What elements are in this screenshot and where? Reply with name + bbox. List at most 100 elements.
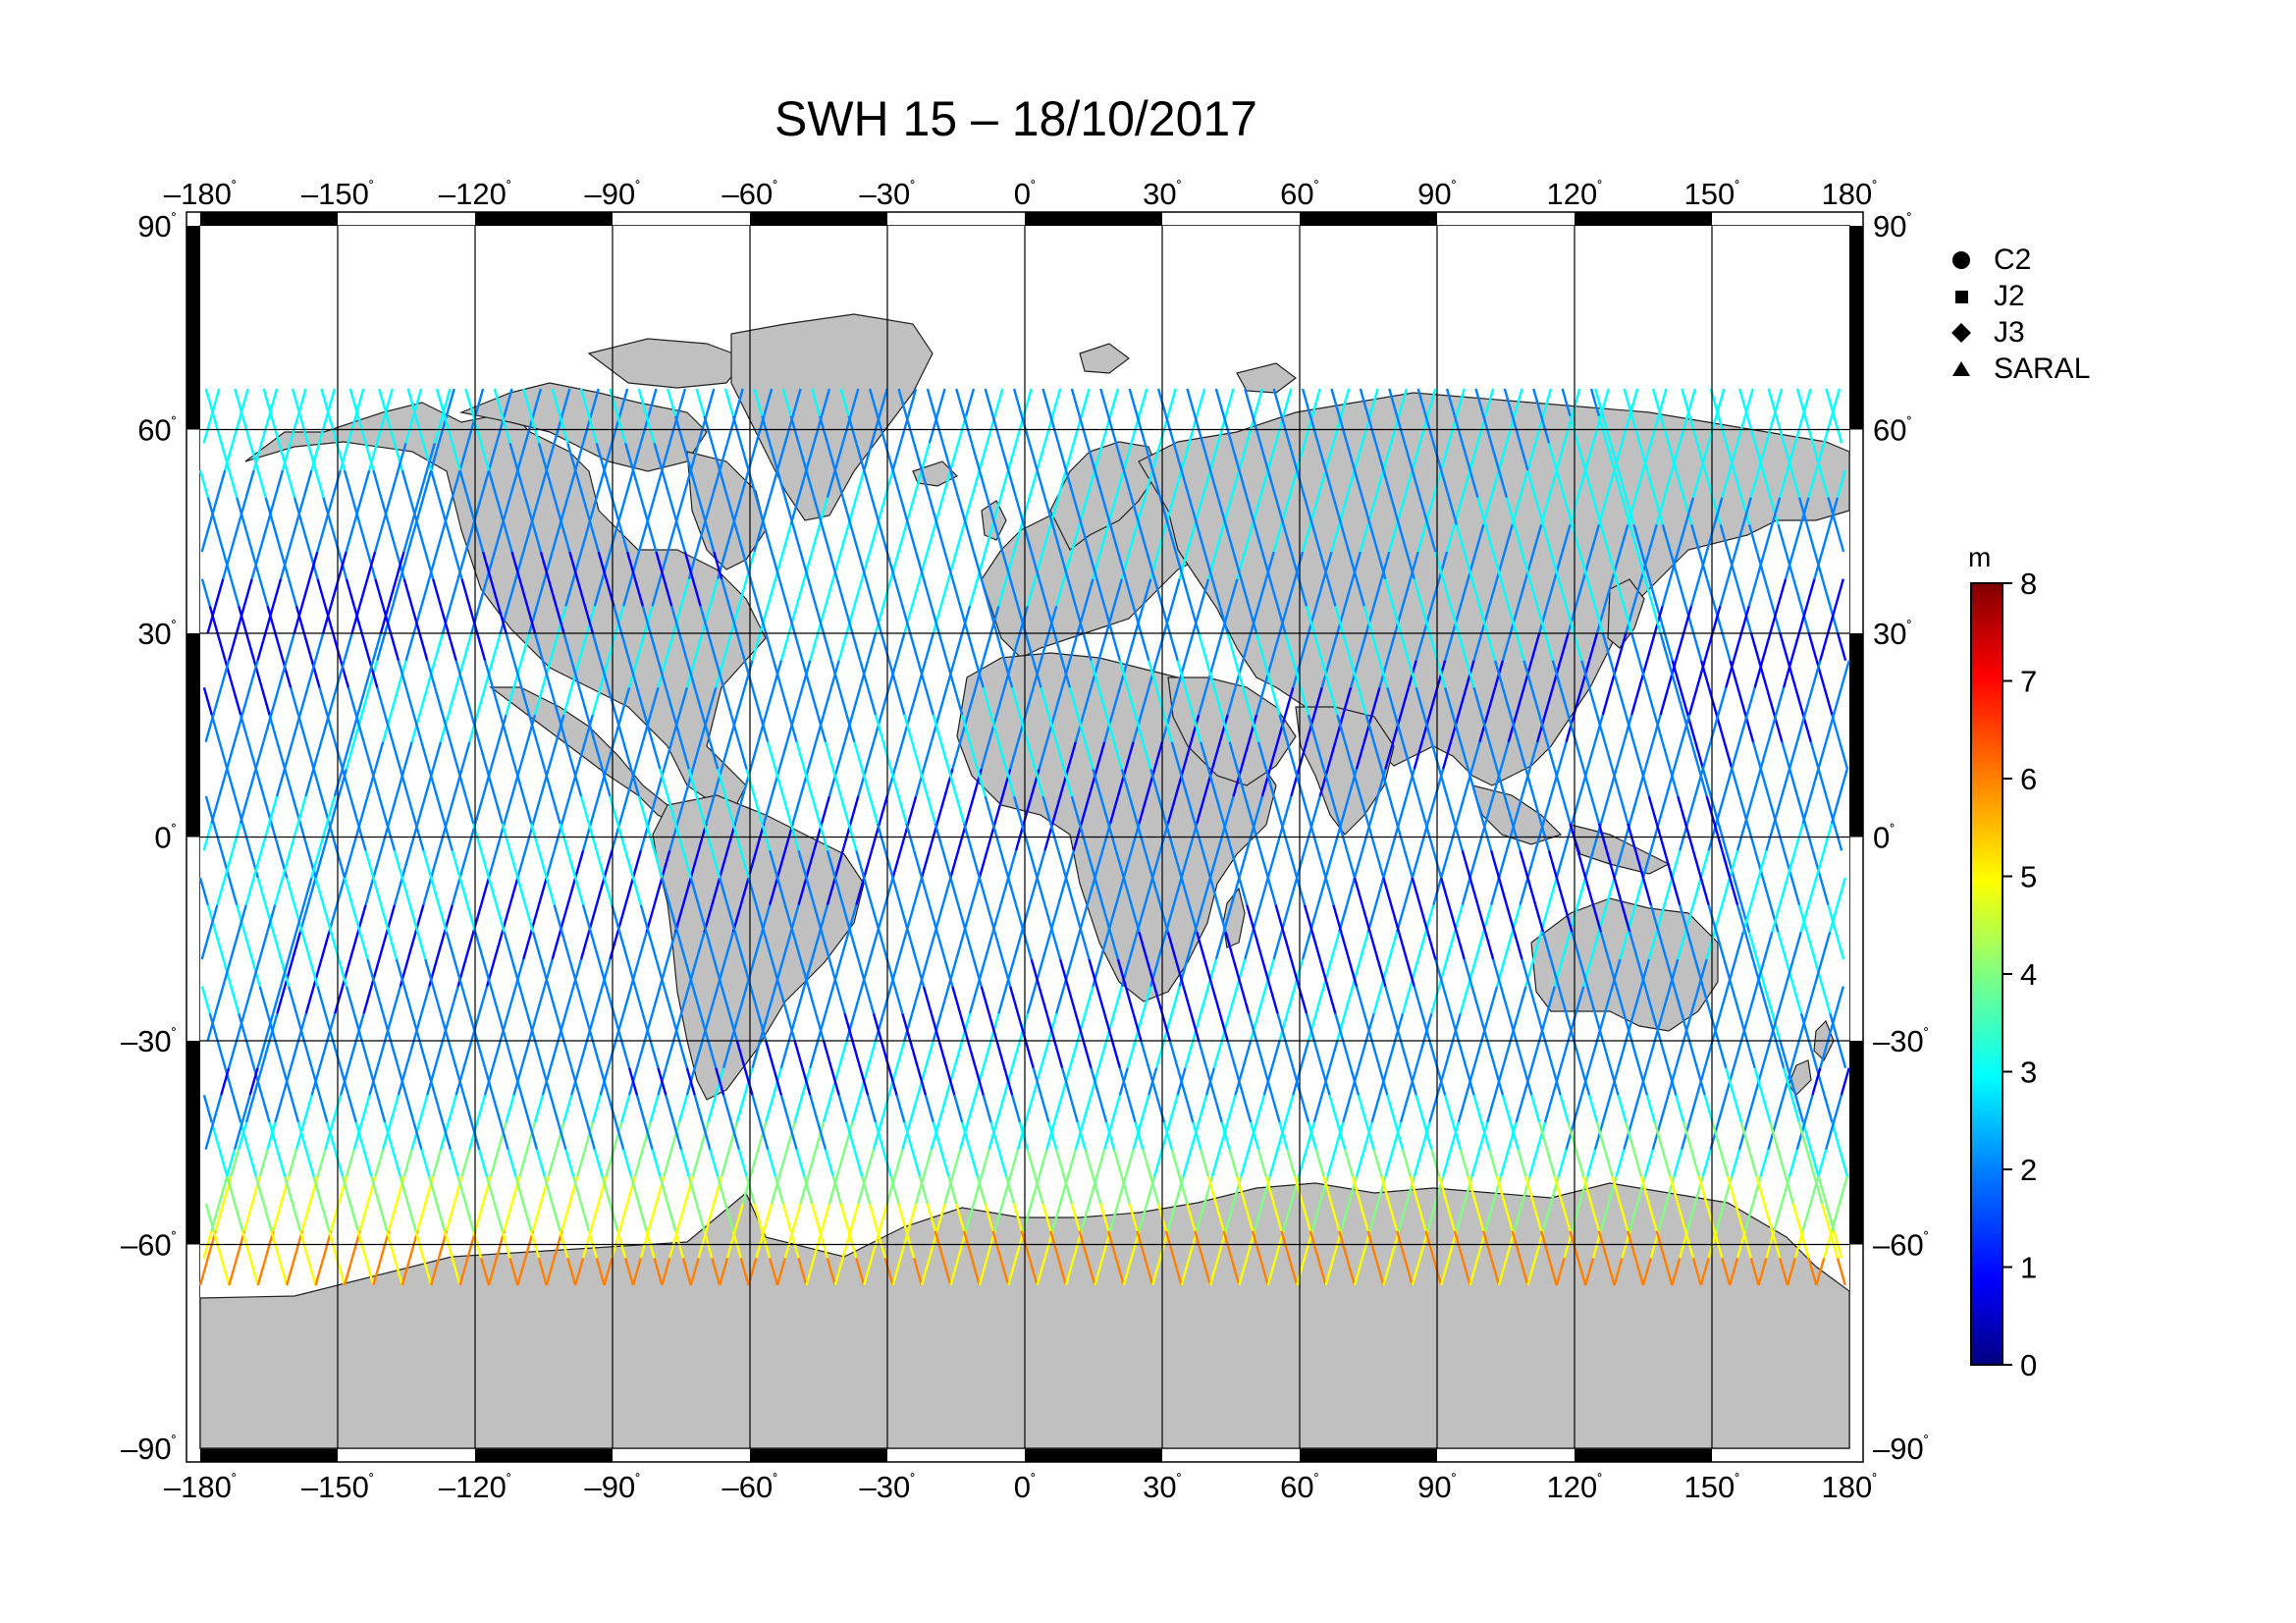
track-segment: [1353, 1258, 1363, 1286]
track-segment: [1128, 1203, 1139, 1231]
frame-bar-top: [475, 212, 613, 226]
track-segment: [833, 850, 844, 879]
track-segment: [1623, 1121, 1633, 1150]
track-segment: [1517, 578, 1527, 607]
track-segment: [422, 469, 433, 498]
track-segment: [1001, 769, 1012, 797]
track-segment: [1330, 795, 1341, 824]
track-segment: [853, 1149, 864, 1177]
track-segment: [458, 469, 469, 498]
track-segment: [1201, 469, 1212, 498]
track-segment: [1024, 1095, 1035, 1123]
track-segment: [1685, 932, 1697, 960]
track-segment: [226, 1149, 237, 1177]
track-segment: [1484, 1203, 1495, 1231]
track-segment: [337, 551, 347, 579]
track-segment: [1732, 1095, 1743, 1123]
track-segment: [220, 660, 231, 688]
track-segment: [935, 524, 946, 553]
track-segment: [1445, 524, 1457, 553]
track-segment: [1166, 932, 1177, 960]
track-segment: [659, 769, 669, 797]
track-segment: [691, 578, 702, 607]
track-segment: [278, 1258, 289, 1286]
track-segment: [770, 1176, 781, 1205]
track-segment: [1230, 1258, 1241, 1286]
track-segment: [348, 932, 359, 960]
lon-tick-label-bottom: 60˚: [1280, 1470, 1319, 1504]
track-segment: [1384, 1149, 1395, 1177]
track-segment: [426, 660, 437, 688]
track-segment: [1829, 606, 1840, 634]
track-segment: [1457, 1095, 1468, 1123]
track-segment: [1198, 687, 1208, 716]
track-segment: [1729, 1258, 1739, 1286]
track-segment: [1545, 1149, 1556, 1177]
track-segment: [589, 388, 600, 416]
lon-tick-label-bottom: –120˚: [439, 1470, 511, 1504]
track-segment: [889, 551, 900, 579]
track-segment: [1735, 904, 1747, 933]
track-segment: [1149, 958, 1160, 987]
track-segment: [1405, 958, 1415, 987]
track-segment: [667, 1203, 677, 1231]
track-segment: [591, 1095, 602, 1123]
track-segment: [298, 687, 309, 716]
track-segment: [324, 606, 335, 634]
track-segment: [713, 551, 723, 579]
track-segment: [795, 986, 806, 1014]
frame-bar-bottom: [1300, 1448, 1437, 1462]
track-segment: [641, 714, 652, 742]
track-segment: [1268, 578, 1279, 607]
track-segment: [1480, 1013, 1491, 1042]
track-segment: [294, 1121, 305, 1150]
track-segment: [1641, 443, 1652, 471]
track-segment: [1244, 795, 1255, 824]
track-segment: [289, 1095, 300, 1123]
track-segment: [633, 1149, 644, 1177]
track-segment: [531, 932, 543, 960]
track-segment: [1234, 660, 1245, 688]
track-segment: [1497, 443, 1508, 471]
track-segment: [1224, 1203, 1235, 1231]
track-segment: [743, 1067, 754, 1096]
track-segment: [485, 769, 497, 797]
track-segment: [1074, 606, 1085, 634]
track-segment: [566, 877, 577, 905]
track-segment: [208, 606, 219, 634]
track-segment: [1316, 877, 1327, 905]
track-segment: [791, 1203, 802, 1231]
track-segment: [334, 741, 345, 770]
track-segment: [1575, 1149, 1585, 1177]
track-segment: [1526, 469, 1537, 498]
track-segment: [1312, 632, 1323, 661]
track-segment: [514, 1176, 525, 1205]
track-segment: [920, 1258, 931, 1286]
track-segment: [1609, 1067, 1620, 1096]
track-segment: [989, 1121, 1000, 1150]
track-segment: [368, 1067, 379, 1096]
track-segment: [1094, 443, 1104, 471]
track-segment: [1086, 469, 1096, 498]
track-segment: [304, 1149, 315, 1177]
track-segment: [895, 687, 906, 716]
track-segment: [583, 1013, 594, 1042]
track-segment: [314, 877, 325, 905]
track-segment: [244, 877, 255, 905]
track-segment: [1573, 1095, 1583, 1123]
track-segment: [828, 551, 838, 579]
track-segment: [828, 1176, 838, 1205]
track-segment: [781, 524, 792, 553]
track-segment: [1324, 877, 1335, 905]
track-segment: [505, 1040, 515, 1068]
track-segment: [274, 1095, 285, 1123]
track-segment: [697, 497, 708, 525]
track-segment: [1082, 687, 1093, 716]
track-segment: [625, 1176, 637, 1205]
track-segment: [1771, 1013, 1782, 1042]
track-segment: [1422, 1013, 1433, 1042]
track-segment: [1503, 932, 1514, 960]
track-segment: [1725, 660, 1735, 688]
track-segment: [234, 1203, 244, 1231]
track-segment: [287, 524, 297, 553]
